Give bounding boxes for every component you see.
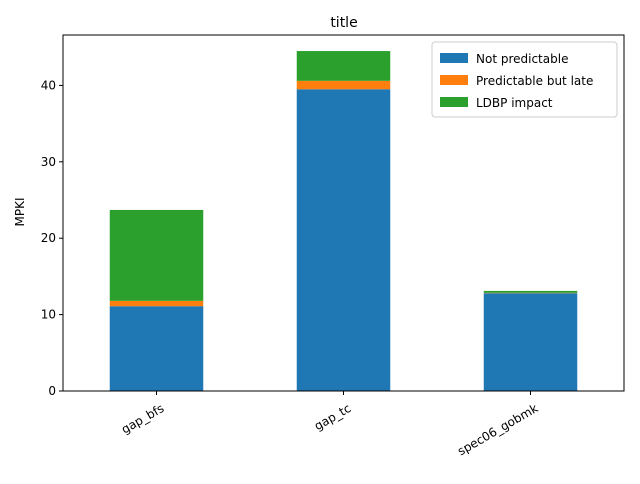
y-tick-label: 30 (41, 155, 56, 169)
bar-gap_bfs-predictable-but-late (110, 301, 204, 306)
legend-swatch (440, 97, 468, 107)
x-tick-label: spec06_gobmk (455, 401, 540, 458)
y-tick-label: 20 (41, 231, 56, 245)
bar-gap_tc-ldbp-impact (297, 51, 391, 81)
chart-title: title (330, 15, 357, 31)
bar-gap_tc-not-predictable (297, 89, 391, 391)
y-axis-label: MPKI (13, 198, 27, 227)
bar-gap_bfs-ldbp-impact (110, 210, 204, 301)
legend-swatch (440, 53, 468, 63)
legend-swatch (440, 75, 468, 85)
y-tick-label: 0 (48, 384, 56, 398)
legend-label: Predictable but late (476, 74, 593, 88)
legend-label: Not predictable (476, 52, 568, 66)
legend: Not predictable Predictable but late LDBP … (432, 42, 617, 117)
y-tick-label: 10 (41, 308, 56, 322)
y-tick-label: 40 (41, 78, 56, 92)
x-tick-label: gap_tc (312, 401, 354, 433)
x-tick-label: gap_bfs (119, 401, 166, 436)
bar-gap_bfs-not-predictable (110, 306, 204, 391)
bar-spec06_gobmk-ldbp-impact (484, 291, 578, 293)
legend-label: LDBP impact (476, 96, 553, 110)
bar-spec06_gobmk-not-predictable (484, 293, 578, 391)
bar-gap_tc-predictable-but-late (297, 81, 391, 89)
